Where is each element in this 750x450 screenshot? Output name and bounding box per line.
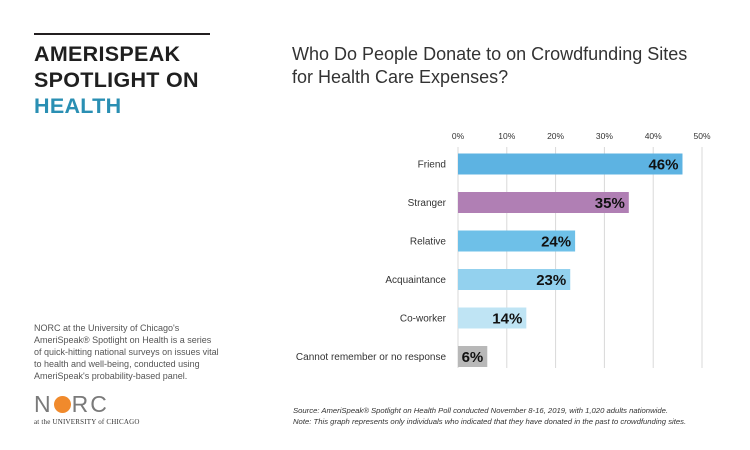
brand-rule (34, 33, 210, 35)
x-tick-label: 20% (547, 131, 564, 141)
norc-logo: N RC at the UNIVERSITY of CHICAGO (34, 392, 140, 426)
bar-value-label: 6% (462, 349, 484, 366)
bar (458, 230, 576, 252)
source-note: Source: AmeriSpeak® Spotlight on Health … (293, 406, 669, 415)
university-of-chicago-label: at the UNIVERSITY of CHICAGO (34, 418, 140, 426)
bar (458, 269, 571, 290)
category-label: Cannot remember or no response (296, 352, 447, 363)
chart-grid (457, 147, 703, 368)
category-label: Co-worker (400, 314, 447, 325)
bar-value-label: 23% (536, 272, 566, 289)
bar-value-label: 46% (648, 157, 678, 174)
chart-title: Who Do People Donate to on Crowdfunding … (292, 44, 688, 87)
norc-wordmark: N RC (34, 392, 140, 416)
category-label: Relative (410, 237, 447, 248)
bar (458, 153, 683, 175)
norc-wordmark-left: N (34, 391, 53, 417)
brand-line-1: AMERISPEAK (34, 42, 181, 66)
chart-notes: Source: AmeriSpeak® Spotlight on Health … (293, 405, 733, 427)
x-tick-label: 50% (693, 131, 710, 141)
brand-line-3: HEALTH (34, 94, 122, 118)
category-label: Stranger (408, 198, 447, 209)
x-tick-label: 10% (498, 131, 515, 141)
bar-value-label: 35% (595, 195, 625, 212)
brand-line-2: SPOTLIGHT ON (34, 68, 199, 92)
bar-value-label: 24% (541, 234, 571, 251)
panel-description: NORC at the University of Chicago's Amer… (34, 323, 219, 381)
bar (458, 192, 629, 213)
x-tick-label: 40% (645, 131, 662, 141)
norc-wordmark-right: RC (71, 391, 109, 417)
x-axis-ticks: 0% 10% 20% 30% 40% 50% (452, 131, 711, 141)
bar (458, 307, 527, 329)
bar-value-label: 14% (492, 311, 522, 328)
norc-orb-icon (53, 396, 71, 413)
category-label: Friend (418, 160, 446, 171)
left-panel: AMERISPEAK SPOTLIGHT ON HEALTH NORC at t… (34, 0, 224, 450)
x-tick-label: 30% (596, 131, 613, 141)
bar (458, 346, 488, 367)
population-note: Note: This graph represents only individ… (293, 417, 687, 426)
brand-title: AMERISPEAK SPOTLIGHT ON HEALTH (34, 41, 199, 119)
chart-bars: Friend 46% Stranger 35% Relative 24% Acquainta… (296, 153, 683, 367)
category-label: Acquaintance (385, 275, 446, 286)
x-tick-label: 0% (452, 131, 465, 141)
